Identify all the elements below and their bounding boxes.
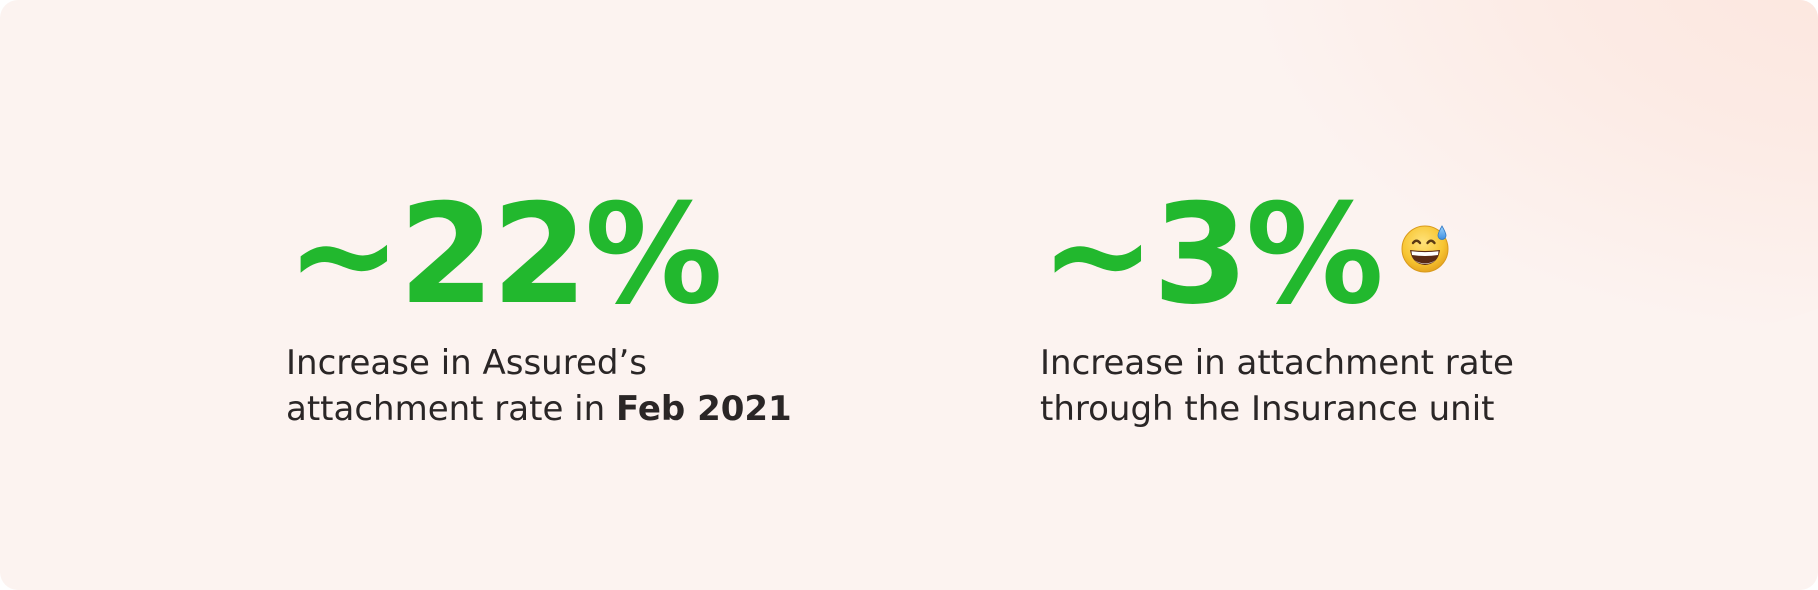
stat-description-line-2: attachment rate in Feb 2021 xyxy=(286,386,792,432)
stat-value: ~3% xyxy=(1040,174,1384,335)
stat-description: Increase in attachment rate through the … xyxy=(1040,340,1514,432)
grinning-face-with-sweat-emoji-icon xyxy=(1401,225,1449,273)
stat-description-line-1: Increase in Assured’s xyxy=(286,343,647,383)
stat-value: ~22% xyxy=(286,174,723,335)
stat-description-prefix: attachment rate in xyxy=(286,389,616,429)
stat-description-line-1: Increase in attachment rate xyxy=(1040,343,1514,383)
stat-description-highlight: Feb 2021 xyxy=(615,389,792,429)
stat-attachment-rate-feb-2021: ~22% Increase in Assured’s attachment ra… xyxy=(286,180,792,432)
stat-description-line-2: through the Insurance unit xyxy=(1040,389,1495,429)
stat-description: Increase in Assured’s attachment rate in… xyxy=(286,340,792,432)
stat-attachment-rate-insurance-unit: ~3% Increase in attachment rate through … xyxy=(1040,180,1514,432)
